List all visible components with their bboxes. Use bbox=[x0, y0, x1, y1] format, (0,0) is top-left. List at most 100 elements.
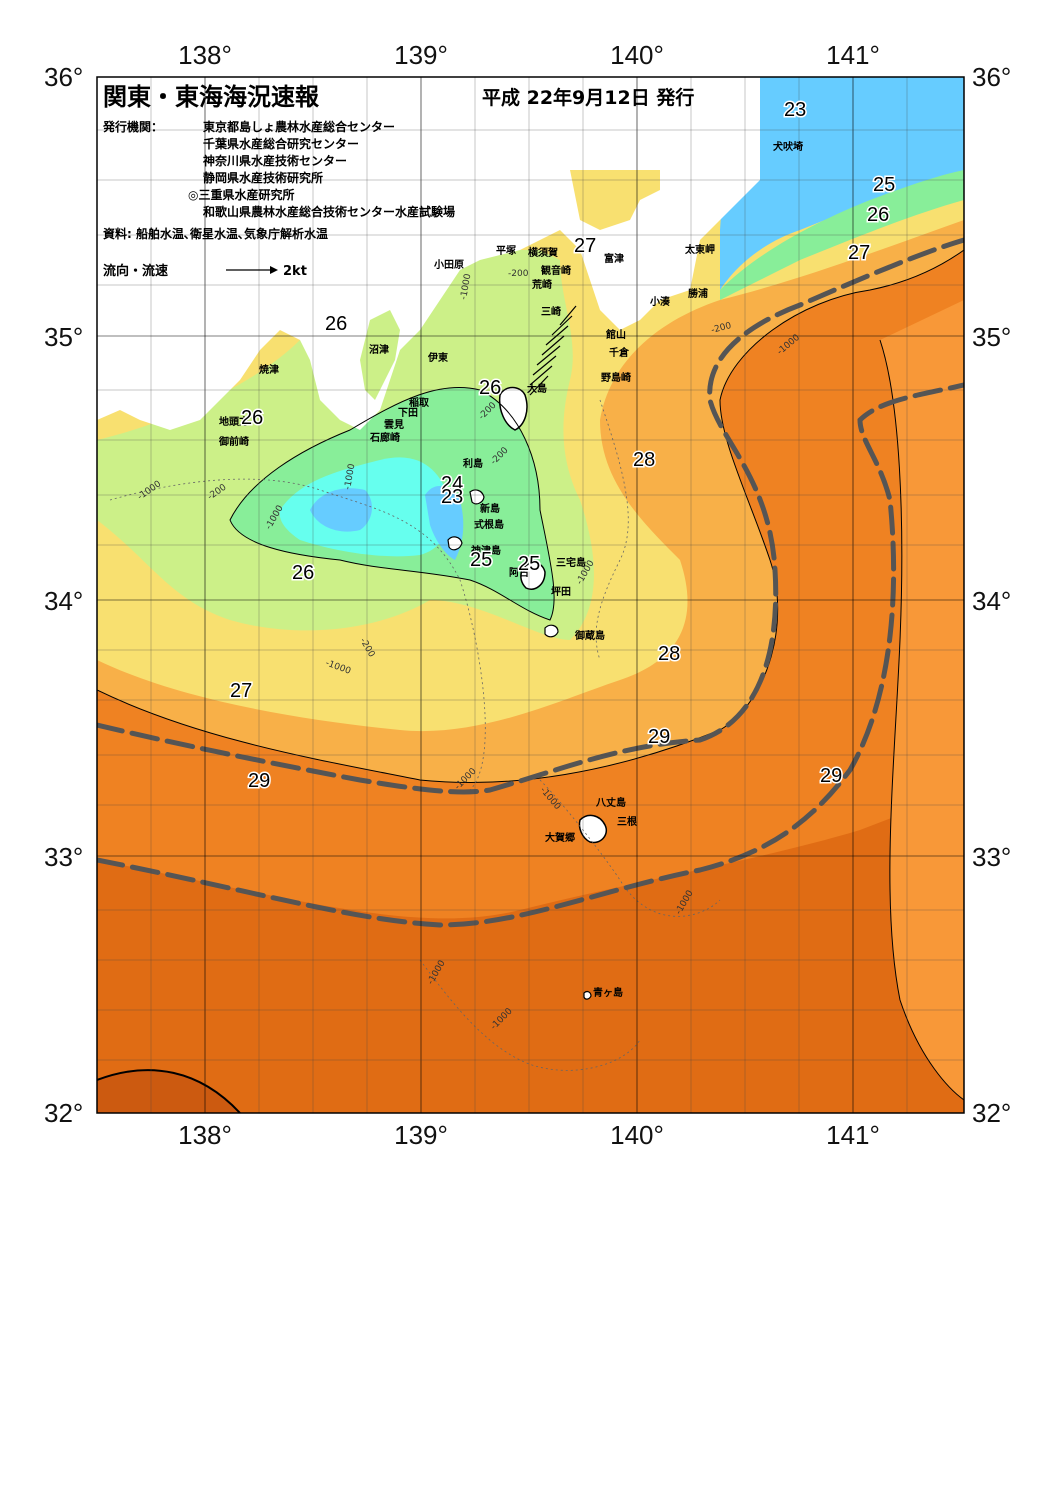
isotherm-28 bbox=[97, 249, 964, 784]
kuroshio-axis bbox=[97, 237, 964, 928]
aogashima-island bbox=[583, 990, 592, 1000]
miyakejima-island bbox=[520, 562, 546, 590]
place-arasaki: 荒崎 bbox=[531, 278, 552, 291]
land-areas bbox=[97, 77, 760, 1000]
temp-label: 28 bbox=[658, 643, 680, 665]
isotherm-29-east bbox=[879, 339, 964, 1101]
temp-label: 23 bbox=[441, 486, 463, 508]
kuroshio-axis-south bbox=[97, 382, 964, 928]
place-aogashima: 青ヶ島 bbox=[593, 986, 623, 999]
zone-30 bbox=[97, 1070, 240, 1113]
minor-grid bbox=[97, 77, 964, 1113]
temp-label: 24 bbox=[441, 473, 463, 495]
place-kannonzaki: 観音崎 bbox=[541, 264, 571, 277]
temp-label: 25 bbox=[518, 553, 540, 575]
place-tsubota: 坪田 bbox=[551, 585, 571, 598]
lon-label-bottom-141: 141° bbox=[826, 1120, 880, 1150]
issuer-kanagawa: 神奈川県水産技術センター bbox=[203, 153, 347, 168]
temp-label: 26 bbox=[241, 407, 263, 429]
depth-contours bbox=[109, 399, 721, 1071]
current-arrows bbox=[529, 305, 577, 396]
lat-label-right-34: 34° bbox=[972, 586, 1011, 616]
temp-label: 27 bbox=[230, 680, 252, 702]
suruga-bay-water bbox=[360, 310, 400, 400]
lon-label-bottom-138: 138° bbox=[178, 1120, 232, 1150]
isotherm-30 bbox=[97, 1069, 241, 1113]
place-niijima: 新島 bbox=[480, 502, 500, 515]
lon-label-top-141: 141° bbox=[826, 40, 880, 70]
lat-label-left-34: 34° bbox=[44, 586, 83, 616]
issue-date: 平成 22年9月12日 発行 bbox=[482, 86, 694, 109]
temp-label: 23 bbox=[784, 99, 806, 121]
place-shimoda: 下田 bbox=[398, 407, 418, 419]
lon-label-top-139: 139° bbox=[394, 40, 448, 70]
legend-label: 流向・流速 bbox=[103, 263, 168, 279]
place-yokosuka: 横須賀 bbox=[528, 246, 558, 259]
temperature-zones bbox=[97, 77, 964, 1113]
place-mikurajima: 御蔵島 bbox=[574, 629, 605, 642]
lat-label-right-32: 32° bbox=[972, 1098, 1011, 1128]
place-misaki: 三崎 bbox=[541, 305, 561, 318]
legend-speed: 2kt bbox=[283, 264, 307, 279]
niijima-island bbox=[469, 489, 485, 505]
place-tateyama: 館山 bbox=[605, 328, 626, 341]
place-numazu: 沼津 bbox=[369, 343, 389, 356]
mikurajima-island bbox=[544, 624, 559, 638]
place-mitsune: 三根 bbox=[617, 815, 637, 828]
place-kumomi: 雲見 bbox=[384, 419, 404, 431]
place-yaizu: 焼津 bbox=[259, 363, 279, 376]
lon-label-bottom-139: 139° bbox=[394, 1120, 448, 1150]
depth-label: -200 bbox=[508, 269, 529, 279]
lat-label-left-32: 32° bbox=[44, 1098, 83, 1128]
kuroshio-axis-north bbox=[97, 237, 964, 795]
place-futtsu: 富津 bbox=[604, 252, 624, 265]
place-kozushima: 神津島 bbox=[471, 544, 501, 557]
lat-label-right-36: 36° bbox=[972, 62, 1011, 92]
place-okago: 大賀郷 bbox=[545, 831, 575, 844]
temp-label: 25 bbox=[470, 549, 492, 571]
place-katsuura: 勝浦 bbox=[688, 287, 708, 300]
place-shikinejima: 式根島 bbox=[474, 518, 504, 531]
place-taitomisaki: 太東岬 bbox=[684, 243, 715, 256]
place-labels: 平塚 横須賀 小田原 観音崎 富津 荒崎 太東岬 三崎 勝浦 小湊 館山 千倉 … bbox=[218, 140, 803, 999]
issuer-shizuoka: 静岡県水産技術研究所 bbox=[203, 170, 323, 185]
temp-label: 26 bbox=[325, 313, 347, 335]
temp-label: 29 bbox=[820, 765, 842, 787]
lat-label-right-35: 35° bbox=[972, 322, 1011, 352]
honshu-land bbox=[97, 77, 760, 430]
issuer-mie: ◎三重県水産研究所 bbox=[188, 187, 294, 202]
zone-23-northeast bbox=[720, 77, 964, 290]
temp-label: 26 bbox=[867, 204, 889, 226]
graticule bbox=[97, 77, 964, 1113]
issuer-label: 発行機関： bbox=[102, 119, 163, 134]
place-kominato: 小湊 bbox=[649, 295, 671, 308]
isotherm-25 bbox=[229, 386, 555, 621]
place-inatori: 稲取 bbox=[409, 396, 430, 409]
temp-label: 29 bbox=[248, 770, 270, 792]
place-nojimazaki: 野島崎 bbox=[601, 371, 631, 384]
place-hiratsuka: 平塚 bbox=[496, 244, 516, 257]
kozushima-island bbox=[447, 536, 463, 551]
place-odawara: 小田原 bbox=[433, 258, 464, 271]
place-ito: 伊東 bbox=[427, 351, 448, 364]
lat-label-left-35: 35° bbox=[44, 322, 83, 352]
temp-label: 25 bbox=[873, 174, 895, 196]
place-irozaki: 石廊崎 bbox=[369, 431, 400, 444]
issuer-tokyo: 東京都島しょ農林水産総合センター bbox=[203, 119, 395, 134]
map-frame bbox=[96, 76, 965, 1114]
place-ako: 阿古 bbox=[509, 566, 529, 579]
depth-label: -1000 bbox=[459, 273, 473, 301]
temp-label: 26 bbox=[292, 562, 314, 584]
data-source: 資料: 船舶水温､衛星水温､気象庁解析水温 bbox=[103, 226, 328, 241]
place-miyakejima: 三宅島 bbox=[556, 556, 586, 569]
tokyo-bay-water bbox=[570, 170, 660, 230]
place-toshima: 利島 bbox=[463, 457, 483, 470]
temp-label: 27 bbox=[574, 235, 596, 257]
zone-29-5 bbox=[97, 790, 964, 1113]
lat-label-left-36: 36° bbox=[44, 62, 83, 92]
legend-arrow-head bbox=[270, 266, 278, 274]
issuer-wakayama: 和歌山県農林水産総合技術センター水産試験場 bbox=[202, 204, 455, 219]
zone-23-west bbox=[310, 488, 372, 532]
lat-label-left-33: 33° bbox=[44, 842, 83, 872]
